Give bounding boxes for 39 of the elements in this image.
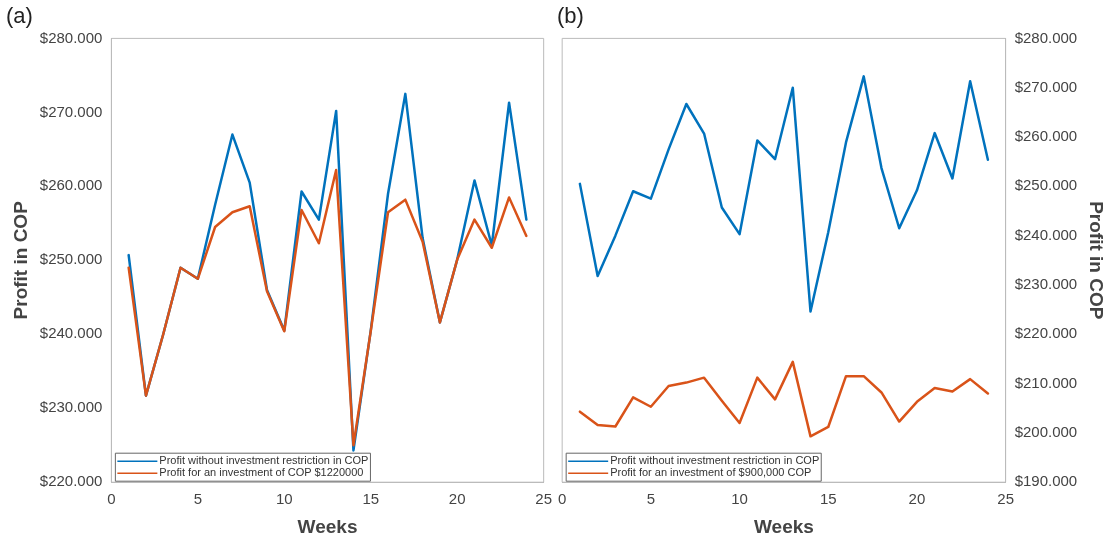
y-tick-label: $220.000 [39,472,103,490]
y-tick-label: $280.000 [39,28,103,46]
y2-tick-label: $280.000 [1014,28,1078,46]
x-tick-label: 10 [275,490,293,508]
x-tick-label: 20 [908,490,926,508]
chart-title: (b) [557,3,584,29]
y2-tick-label: $230.000 [1014,275,1078,293]
x-tick-label: 25 [997,490,1014,508]
y-tick-label: $240.000 [39,324,103,342]
y-tick-label: $260.000 [39,176,103,194]
y2-tick-label: $200.000 [1014,423,1078,441]
x-tick-label: 5 [646,490,656,508]
legend-label: Profit for an investment of COP $1220000 [159,466,364,479]
x-tick-label: 20 [448,490,466,508]
x-tick-label: 10 [731,490,748,508]
x-tick-label: 15 [819,490,837,508]
y-axis-title: Profit in COP [9,200,31,320]
legend-label: Profit for an investment of $900,000 COP [610,466,812,479]
x-tick-label: 5 [193,490,202,508]
y2-tick-label: $250.000 [1014,176,1078,194]
chart-title: (a) [6,3,33,29]
legend-label: Profit without investment restriction in COP [610,454,820,467]
x-axis-title: Weeks [297,515,358,537]
x-tick-label: 25 [535,490,552,508]
x-tick-label: 0 [558,490,567,508]
x-axis-title: Weeks [753,515,814,537]
y2-tick-label: $220.000 [1014,324,1078,342]
y2-tick-label: $190.000 [1014,472,1078,490]
y2-tick-label: $260.000 [1014,127,1078,145]
y2-tick-label: $270.000 [1014,77,1078,95]
legend-label: Profit without investment restriction in COP [159,454,369,467]
y2-axis-title: Profit in COP [1086,201,1108,320]
x-tick-label: 0 [107,490,116,508]
y-tick-label: $230.000 [39,398,103,416]
y-tick-label: $270.000 [39,102,103,120]
y2-tick-label: $240.000 [1014,225,1078,243]
y2-tick-label: $210.000 [1014,373,1078,391]
x-tick-label: 15 [362,490,380,508]
y-tick-label: $250.000 [39,250,103,268]
